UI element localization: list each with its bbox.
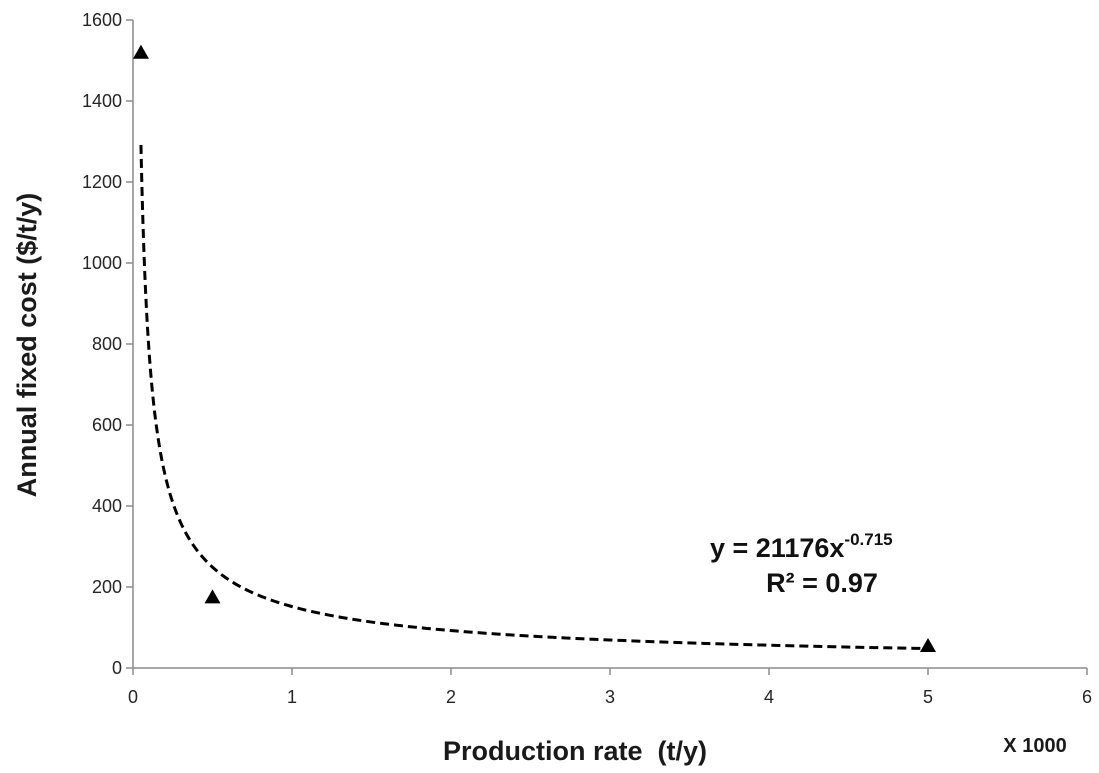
data-points bbox=[132, 44, 936, 653]
x-multiplier-label: X 1000 bbox=[1003, 735, 1066, 757]
y-axis-title: Annual fixed cost ($/t/y) bbox=[12, 193, 42, 498]
x-tick-label: 3 bbox=[605, 687, 615, 707]
axes bbox=[132, 20, 1087, 669]
x-tick-label: 6 bbox=[1082, 687, 1092, 707]
trend-equation-exponent: -0.715 bbox=[844, 530, 892, 549]
x-tick-label: 2 bbox=[446, 687, 456, 707]
y-tick-label: 1600 bbox=[82, 10, 122, 30]
r-squared-label: R² = 0.97 bbox=[766, 568, 878, 598]
y-tick-label: 800 bbox=[92, 334, 122, 354]
y-tick-label: 400 bbox=[92, 496, 122, 516]
y-tick-label: 1400 bbox=[82, 91, 122, 111]
x-tick-label: 1 bbox=[287, 687, 297, 707]
data-point-triangle bbox=[920, 638, 936, 653]
y-tick-label: 200 bbox=[92, 577, 122, 597]
x-tick-label: 4 bbox=[764, 687, 774, 707]
x-axis-title: Production rate (t/y) bbox=[443, 736, 707, 766]
trend-equation: y = 21176x-0.715 bbox=[710, 530, 893, 563]
ticks: 0 200 400 600 800 1000 1200 1400 1600 0 1 2 3 4 5 6 bbox=[82, 10, 1092, 707]
trend-equation-main: y = 21176x bbox=[710, 533, 844, 563]
y-tick-label: 1000 bbox=[82, 253, 122, 273]
y-tick-label: 1200 bbox=[82, 172, 122, 192]
data-point-triangle bbox=[204, 589, 221, 604]
y-tick-label: 0 bbox=[112, 658, 122, 678]
x-tick-label: 5 bbox=[923, 687, 933, 707]
y-tick-label: 600 bbox=[92, 415, 122, 435]
data-point-triangle bbox=[132, 44, 149, 59]
x-tick-label: 0 bbox=[128, 687, 138, 707]
trendline bbox=[139, 144, 929, 651]
trendline-group bbox=[139, 144, 929, 651]
